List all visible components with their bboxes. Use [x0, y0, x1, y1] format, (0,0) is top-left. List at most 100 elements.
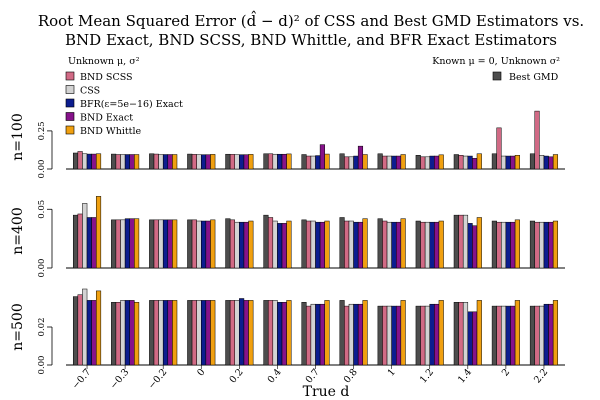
bar-bnd-exact	[396, 155, 402, 170]
bar-bnd-exact	[129, 300, 135, 366]
bar-bfr-5e-16-exact	[353, 221, 359, 269]
bar-bnd-exact	[167, 300, 173, 366]
bar-best-gmd	[491, 153, 497, 170]
bar-bnd-scss	[496, 127, 502, 170]
legend-swatch	[65, 71, 75, 81]
bar-bnd-whittle	[362, 300, 368, 366]
bar-best-gmd	[263, 153, 269, 170]
bar-bnd-exact	[510, 221, 516, 269]
panel-label: n=400	[10, 207, 26, 254]
bar-bfr-5e-16-exact	[543, 303, 549, 366]
bar-bnd-whittle	[438, 300, 444, 366]
bar-bnd-exact	[205, 220, 211, 269]
bar-css	[501, 305, 507, 366]
bar-bnd-whittle	[172, 219, 178, 269]
bar-bnd-scss	[153, 219, 159, 269]
bar-best-gmd	[415, 305, 421, 366]
bar-bnd-scss	[344, 220, 350, 269]
bar-bnd-whittle	[210, 219, 216, 269]
bar-bnd-scss	[191, 154, 197, 170]
bar-bnd-scss	[496, 221, 502, 269]
bar-bnd-exact	[434, 155, 440, 170]
bar-bnd-exact	[129, 154, 135, 170]
bar-best-gmd	[415, 155, 421, 170]
bar-css	[386, 155, 392, 170]
bar-bnd-scss	[229, 219, 235, 269]
bar-best-gmd	[491, 220, 497, 269]
bar-css	[120, 219, 126, 269]
bar-best-gmd	[187, 300, 193, 366]
bar-bnd-scss	[267, 153, 274, 170]
x-tick-label: 2.2	[532, 367, 550, 386]
bar-bnd-exact	[472, 311, 478, 366]
bar-bnd-scss	[496, 305, 502, 366]
bar-bnd-whittle	[210, 154, 216, 170]
legend-label: BND Whittle	[80, 126, 142, 137]
bar-bnd-scss	[115, 302, 121, 366]
bar-bnd-exact	[319, 221, 325, 269]
bar-bfr-5e-16-exact	[543, 155, 549, 170]
bar-best-gmd	[187, 219, 193, 269]
bar-css	[539, 305, 545, 366]
bar-bfr-5e-16-exact	[467, 223, 473, 269]
legend-left: BND SCSS CSS BFR(ε=5e−16) Exact BND Exact BN…	[65, 71, 183, 137]
bar-bnd-whittle	[134, 154, 140, 170]
bar-bnd-exact	[167, 219, 173, 269]
bar-bnd-scss	[153, 153, 159, 170]
bar-bnd-whittle	[286, 220, 292, 269]
bar-best-gmd	[339, 153, 345, 170]
bar-css	[234, 300, 240, 366]
x-axis-label: True d	[303, 384, 350, 400]
bar-best-gmd	[529, 305, 536, 366]
x-tick-label: 1.2	[418, 367, 436, 386]
legend-label: BND SCSS	[80, 72, 133, 83]
panel-n=400: 0.00 0.05 n=400	[10, 196, 565, 277]
bar-best-gmd	[453, 214, 459, 269]
bar-bnd-scss	[382, 305, 388, 366]
bar-best-gmd	[72, 214, 79, 269]
bar-bnd-whittle	[400, 218, 406, 269]
bar-bfr-5e-16-exact	[201, 154, 207, 170]
bar-bnd-whittle	[552, 154, 559, 170]
bar-bnd-whittle	[552, 300, 559, 366]
bar-bfr-5e-16-exact	[162, 154, 169, 170]
bar-bnd-scss	[382, 220, 388, 269]
bar-best-gmd	[529, 153, 536, 170]
bar-bnd-scss	[77, 294, 83, 366]
bar-css	[158, 219, 164, 269]
bar-bnd-scss	[458, 302, 464, 366]
bar-css	[234, 154, 240, 170]
bar-bfr-5e-16-exact	[162, 219, 169, 269]
bar-bnd-whittle	[286, 153, 292, 170]
bar-bnd-whittle	[248, 300, 254, 366]
bar-best-gmd	[72, 296, 79, 366]
bar-bnd-whittle	[438, 154, 444, 170]
bar-bnd-exact	[167, 154, 173, 170]
bar-bnd-scss	[458, 155, 464, 170]
legend-swatch	[65, 98, 75, 108]
bar-best-gmd	[111, 219, 117, 269]
bar-bnd-exact	[434, 221, 440, 269]
bar-best-gmd	[301, 154, 307, 170]
bar-bnd-scss	[77, 151, 83, 170]
panel-n=100: 0.00 0.25 n=100	[10, 110, 565, 178]
chart-panels: 0.00 0.25 n=100 0.00 0.05 n=400 0.00 0.02 n=500	[10, 110, 565, 374]
legend-swatch	[65, 125, 75, 135]
bar-bnd-whittle	[476, 153, 482, 170]
bar-bfr-5e-16-exact	[505, 221, 511, 269]
bar-bnd-exact	[243, 221, 249, 269]
bar-best-gmd	[377, 153, 383, 170]
bar-bnd-exact	[205, 300, 211, 366]
bar-best-gmd	[339, 217, 345, 269]
bar-bnd-exact	[357, 303, 364, 366]
bar-bfr-5e-16-exact	[201, 300, 207, 366]
bar-bnd-whittle	[286, 300, 292, 366]
bar-bnd-scss	[534, 221, 540, 269]
bar-best-gmd	[149, 219, 155, 269]
bar-bfr-5e-16-exact	[391, 305, 397, 366]
bar-bfr-5e-16-exact	[162, 300, 169, 366]
bar-css	[539, 155, 545, 170]
bar-css	[348, 156, 354, 170]
bar-bfr-5e-16-exact	[353, 155, 359, 170]
bar-bfr-5e-16-exact	[543, 221, 549, 269]
